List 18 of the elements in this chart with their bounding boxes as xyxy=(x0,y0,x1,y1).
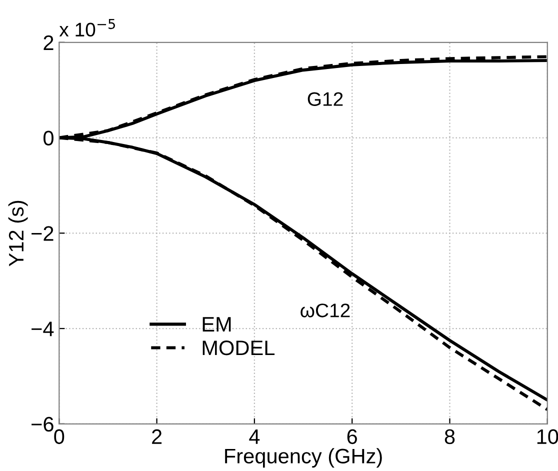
x-tick-label: 2 xyxy=(152,429,162,444)
annotation: G12 xyxy=(308,92,343,106)
y-tick-label: −4 xyxy=(32,322,54,336)
x-tick-label: 0 xyxy=(54,429,64,444)
y-tick-label: 0 xyxy=(44,130,54,146)
x-axis-title: Frequency (GHz) xyxy=(225,448,382,468)
x-tick-label: 4 xyxy=(249,430,260,444)
legend-label: EM xyxy=(202,317,231,332)
annotation: ωC12 xyxy=(300,304,350,318)
text: x 10$^{−5}$ xyxy=(59,18,115,37)
y-axis-title: Y12 (s) xyxy=(8,200,28,266)
x-tick-label: 8 xyxy=(444,429,455,444)
x-tick-label: 6 xyxy=(347,429,357,444)
y-tick-label: −2 xyxy=(32,226,54,241)
y-tick-label: 2 xyxy=(44,35,54,50)
x-tick-label: 10 xyxy=(537,429,558,444)
legend-label: MODEL xyxy=(202,340,275,356)
y-tick-label: −6 xyxy=(32,416,54,432)
